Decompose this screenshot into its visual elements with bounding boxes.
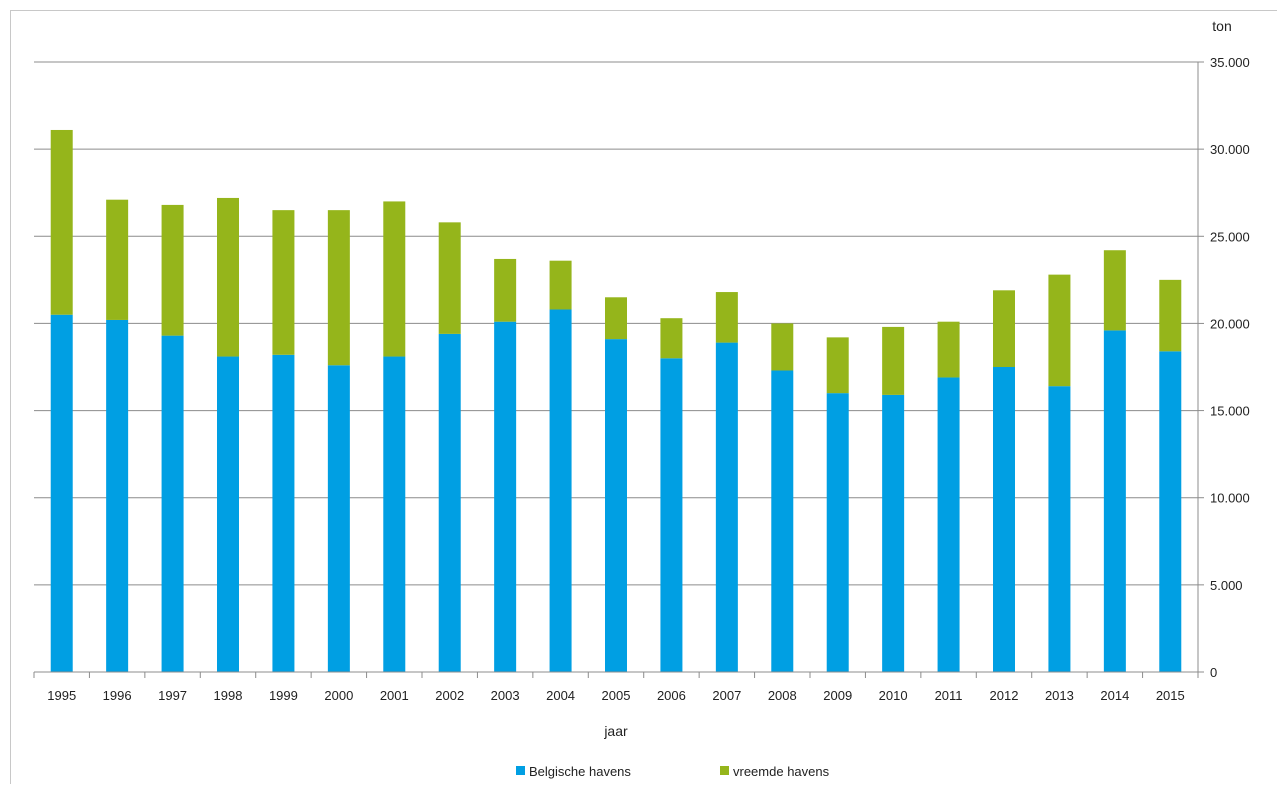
x-tick-label: 2005 bbox=[602, 688, 631, 703]
bar-belgische-havens bbox=[161, 335, 184, 672]
x-tick-label: 2006 bbox=[657, 688, 686, 703]
bar-belgische-havens bbox=[660, 358, 683, 672]
bar-vreemde-havens bbox=[272, 210, 295, 355]
y-tick-label: 0 bbox=[1210, 665, 1217, 680]
bar-vreemde-havens bbox=[494, 258, 517, 322]
x-tick-label: 1998 bbox=[214, 688, 243, 703]
y-tick-label: 5.000 bbox=[1210, 578, 1243, 593]
bar-belgische-havens bbox=[327, 365, 350, 672]
x-tick-label: 2014 bbox=[1100, 688, 1129, 703]
bar-vreemde-havens bbox=[826, 337, 849, 394]
bar-belgische-havens bbox=[993, 367, 1015, 672]
y-tick-label: 15.000 bbox=[1210, 404, 1250, 419]
x-axis: 1995 1996 1997 1998 1999 2000 2001 2002 2003 2004… bbox=[33, 671, 1199, 703]
legend-swatch-vreemde-havens bbox=[720, 766, 729, 775]
legend-swatch-belgische-havens bbox=[516, 766, 525, 775]
x-tick-label: 2015 bbox=[1156, 688, 1185, 703]
legend: Belgische havens vreemde havens bbox=[516, 764, 830, 779]
y-tick-label: 20.000 bbox=[1210, 316, 1250, 331]
bar-vreemde-havens bbox=[217, 197, 239, 357]
bar-vreemde-havens bbox=[1048, 274, 1071, 387]
x-tick-label: 2007 bbox=[712, 688, 741, 703]
bar-belgische-havens bbox=[826, 393, 849, 672]
x-tick-label: 1999 bbox=[269, 688, 298, 703]
bar-vreemde-havens bbox=[161, 204, 184, 336]
x-tick-label: 2000 bbox=[324, 688, 353, 703]
bar-vreemde-havens bbox=[1159, 279, 1182, 352]
x-tick-label: 2012 bbox=[990, 688, 1019, 703]
bar-vreemde-havens bbox=[1103, 250, 1126, 331]
x-tick-label: 2009 bbox=[823, 688, 852, 703]
y-axis: 0 5.000 10.000 15.000 20.000 25.000 30.000 35.0… bbox=[1197, 55, 1250, 680]
bar-vreemde-havens bbox=[715, 292, 738, 343]
x-tick-label: 2003 bbox=[491, 688, 520, 703]
bars bbox=[50, 129, 1182, 672]
bar-vreemde-havens bbox=[771, 323, 794, 371]
x-axis-title: jaar bbox=[603, 723, 628, 739]
bar-vreemde-havens bbox=[882, 326, 905, 395]
x-tick-label: 1997 bbox=[158, 688, 187, 703]
bar-vreemde-havens bbox=[993, 290, 1015, 367]
bar-belgische-havens bbox=[715, 342, 738, 672]
y-tick-label: 30.000 bbox=[1210, 142, 1250, 157]
x-tick-label: 1995 bbox=[47, 688, 76, 703]
x-tick-label: 2010 bbox=[879, 688, 908, 703]
bar-belgische-havens bbox=[549, 309, 572, 672]
bar-belgische-havens bbox=[494, 321, 517, 672]
bar-belgische-havens bbox=[438, 333, 461, 672]
legend-label-belgische-havens: Belgische havens bbox=[529, 764, 631, 779]
bar-belgische-havens bbox=[1048, 386, 1071, 672]
y-tick-label: 35.000 bbox=[1210, 55, 1250, 70]
bar-vreemde-havens bbox=[106, 199, 129, 320]
bar-belgische-havens bbox=[1159, 351, 1182, 672]
bar-belgische-havens bbox=[217, 356, 239, 672]
x-tick-label: 2008 bbox=[768, 688, 797, 703]
x-tick-label: 1996 bbox=[103, 688, 132, 703]
chart-frame bbox=[10, 10, 1277, 784]
x-tick-label: 2011 bbox=[935, 688, 963, 703]
bar-belgische-havens bbox=[50, 314, 73, 672]
x-tick-label: 2013 bbox=[1045, 688, 1074, 703]
bar-belgische-havens bbox=[937, 377, 960, 672]
bar-vreemde-havens bbox=[327, 210, 350, 366]
x-tick-label: 2002 bbox=[435, 688, 464, 703]
x-tick-label: 2004 bbox=[546, 688, 575, 703]
bar-vreemde-havens bbox=[605, 297, 627, 340]
bar-belgische-havens bbox=[383, 356, 406, 672]
y-tick-label: 25.000 bbox=[1210, 229, 1250, 244]
bar-belgische-havens bbox=[272, 354, 295, 672]
bar-vreemde-havens bbox=[50, 129, 73, 315]
bar-belgische-havens bbox=[882, 394, 905, 672]
y-tick-label: 10.000 bbox=[1210, 491, 1250, 506]
bar-vreemde-havens bbox=[549, 260, 572, 310]
bar-belgische-havens bbox=[106, 319, 129, 672]
bar-belgische-havens bbox=[605, 339, 627, 672]
bar-vreemde-havens bbox=[660, 318, 683, 359]
x-tick-label: 2001 bbox=[380, 688, 409, 703]
bar-belgische-havens bbox=[771, 370, 794, 672]
bar-vreemde-havens bbox=[937, 321, 960, 378]
y-axis-title: ton bbox=[1212, 18, 1231, 34]
bar-vreemde-havens bbox=[438, 222, 461, 334]
bar-vreemde-havens bbox=[383, 201, 406, 357]
bar-belgische-havens bbox=[1103, 330, 1126, 672]
legend-label-vreemde-havens: vreemde havens bbox=[733, 764, 830, 779]
